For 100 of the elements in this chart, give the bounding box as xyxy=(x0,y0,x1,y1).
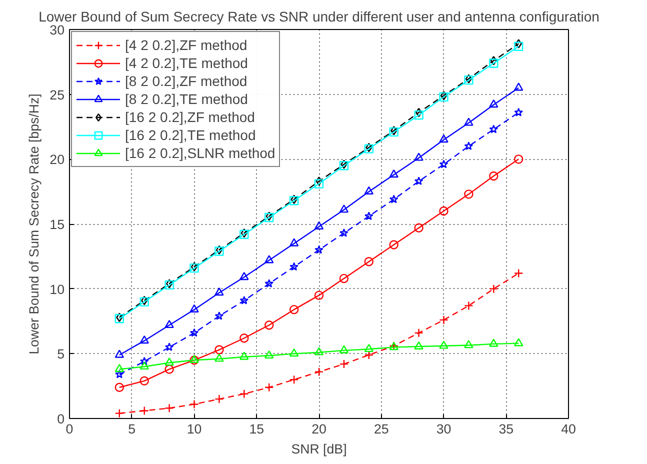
x-tick-label: 5 xyxy=(128,422,136,436)
x-tick-label: 10 xyxy=(186,422,202,436)
x-tick-label: 25 xyxy=(374,422,389,436)
point xyxy=(214,311,224,320)
y-tick-label: 0 xyxy=(57,412,65,426)
point xyxy=(314,347,324,356)
point xyxy=(240,296,249,304)
point xyxy=(316,176,322,186)
point xyxy=(140,335,149,344)
point xyxy=(414,152,424,161)
legend-label: [16 2 0.2],TE method xyxy=(125,126,256,144)
point xyxy=(364,344,374,352)
point xyxy=(164,358,174,366)
point xyxy=(190,328,199,337)
point xyxy=(289,304,299,314)
point xyxy=(439,206,448,216)
point xyxy=(489,284,498,294)
point xyxy=(289,348,299,357)
point xyxy=(190,304,199,312)
point xyxy=(464,118,474,126)
point xyxy=(416,108,422,118)
point xyxy=(439,134,448,143)
legend-label: [8 2 0.2],ZF method xyxy=(125,72,248,90)
point xyxy=(514,82,524,91)
point xyxy=(414,223,424,232)
point xyxy=(514,108,524,116)
y-tick-label: 20 xyxy=(50,152,65,168)
point xyxy=(364,212,374,220)
y-axis-title: Lower Bound of Sum Secrecy Rate [bps/Hz] xyxy=(26,94,42,354)
point xyxy=(264,350,274,359)
point xyxy=(339,274,349,284)
point xyxy=(339,359,349,369)
point xyxy=(214,288,224,296)
legend-label: [4 2 0.2],ZF method xyxy=(125,36,248,54)
point xyxy=(164,364,174,374)
point xyxy=(339,345,349,354)
point xyxy=(289,238,299,246)
point xyxy=(414,341,424,350)
point xyxy=(414,110,424,120)
point xyxy=(314,245,324,254)
point xyxy=(514,42,524,51)
point xyxy=(339,204,349,213)
point xyxy=(214,354,224,362)
point xyxy=(389,170,398,178)
point xyxy=(314,179,324,188)
point xyxy=(314,367,324,376)
point xyxy=(114,364,124,372)
point xyxy=(514,154,524,164)
point xyxy=(414,176,424,186)
x-tick-label: 30 xyxy=(436,422,452,436)
point xyxy=(464,301,474,310)
point xyxy=(514,338,524,346)
y-tick-label: 30 xyxy=(50,22,65,38)
point xyxy=(264,320,274,330)
point xyxy=(464,190,474,199)
point xyxy=(464,142,474,150)
point xyxy=(140,356,149,366)
point xyxy=(439,160,448,168)
point xyxy=(389,240,398,250)
point xyxy=(114,370,124,378)
point xyxy=(264,255,274,264)
point xyxy=(240,272,249,280)
legend-label: [8 2 0.2],TE method xyxy=(125,90,248,108)
point xyxy=(114,382,124,392)
point xyxy=(489,338,498,347)
point xyxy=(439,340,448,349)
point xyxy=(290,262,298,271)
point xyxy=(240,334,249,343)
y-tick-label: 25 xyxy=(50,87,65,102)
point xyxy=(489,171,498,181)
point xyxy=(489,58,498,68)
y-tick-label: 5 xyxy=(57,346,65,362)
legend-label: [16 2 0.2],ZF method xyxy=(125,108,255,126)
point xyxy=(340,228,348,237)
legend-label: [4 2 0.2],TE method xyxy=(125,54,248,72)
x-tick-label: 35 xyxy=(498,422,514,436)
point xyxy=(314,221,324,230)
point xyxy=(114,350,124,358)
y-tick-label: 15 xyxy=(50,217,65,232)
point xyxy=(514,268,524,278)
x-tick-label: 15 xyxy=(249,422,264,436)
x-tick-label: 20 xyxy=(312,422,326,436)
point xyxy=(289,375,299,384)
point xyxy=(489,124,498,134)
point xyxy=(515,39,522,48)
y-tick-label: 10 xyxy=(50,282,65,297)
point xyxy=(140,376,149,386)
point xyxy=(364,186,374,194)
point xyxy=(489,99,498,108)
x-tick-label: 40 xyxy=(561,422,576,436)
legend-label: [16 2 0.2],SLNR method xyxy=(125,144,276,162)
point xyxy=(490,56,497,66)
point xyxy=(364,257,374,266)
x-axis-title: SNR [dB] xyxy=(291,442,347,456)
point xyxy=(264,279,274,288)
point xyxy=(164,342,174,352)
point xyxy=(214,345,224,354)
point xyxy=(164,320,174,328)
point xyxy=(314,290,324,300)
chart-title: Lower Bound of Sum Secrecy Rate vs SNR under different user and antenna configuration xyxy=(38,8,600,24)
